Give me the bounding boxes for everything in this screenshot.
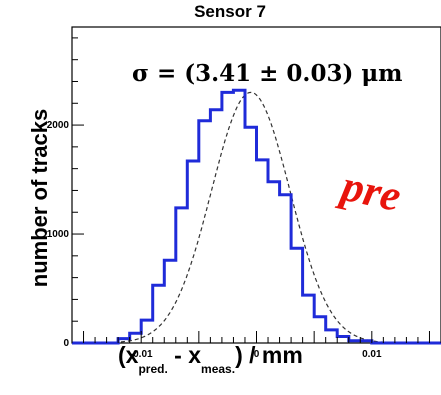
y-tick-label: 2000 [47, 120, 70, 131]
x-label-pred-subscript: pred. [138, 362, 168, 376]
tick-layer: -0.01 0 0.01 1000 2000 0 [47, 37, 441, 360]
x-label-close: ) / mm [235, 342, 303, 368]
histogram-bin [233, 90, 245, 343]
x-axis-label: (xpred. - xmeas.) / mm [118, 342, 303, 376]
histogram-bin [176, 208, 188, 343]
x-label-open: (x [118, 342, 139, 368]
x-label-meas-subscript: meas. [201, 362, 236, 376]
x-tick-label: -0.01 [130, 349, 153, 360]
histogram-bin [245, 127, 257, 343]
gaussian-fit-curve [72, 91, 441, 344]
histogram-outline [72, 88, 441, 345]
histogram-bin [257, 160, 269, 343]
y-tick-label: 0 [63, 338, 69, 349]
histogram-bin [337, 336, 349, 343]
histogram-bin [164, 260, 176, 343]
chart-title: Sensor 7 [194, 2, 266, 21]
histogram-bin [326, 330, 338, 343]
y-axis-label: number of tracks [27, 108, 52, 288]
histogram-bin [291, 248, 303, 343]
histogram-bin [141, 320, 153, 343]
histogram-layer [72, 88, 441, 345]
histogram-bin [210, 110, 222, 343]
histogram-bin [199, 121, 211, 343]
x-label-mid: - x [167, 342, 202, 368]
x-tick-label: 0 [254, 349, 260, 360]
histogram-bin [222, 92, 234, 343]
fit-layer [72, 91, 441, 344]
histogram-bin [153, 285, 165, 343]
histogram-bin [303, 295, 315, 343]
y-tick-label: 1000 [47, 229, 70, 240]
histogram-bin [314, 317, 326, 343]
histogram-bin [268, 182, 280, 343]
histogram-bin [360, 341, 372, 343]
sigma-annotation: σ = (3.41 ± 0.03) μm [132, 60, 403, 87]
histogram-bin [280, 195, 292, 343]
histogram-bin [349, 341, 361, 343]
histogram-bin [187, 161, 199, 343]
x-tick-label: 0.01 [362, 349, 382, 360]
